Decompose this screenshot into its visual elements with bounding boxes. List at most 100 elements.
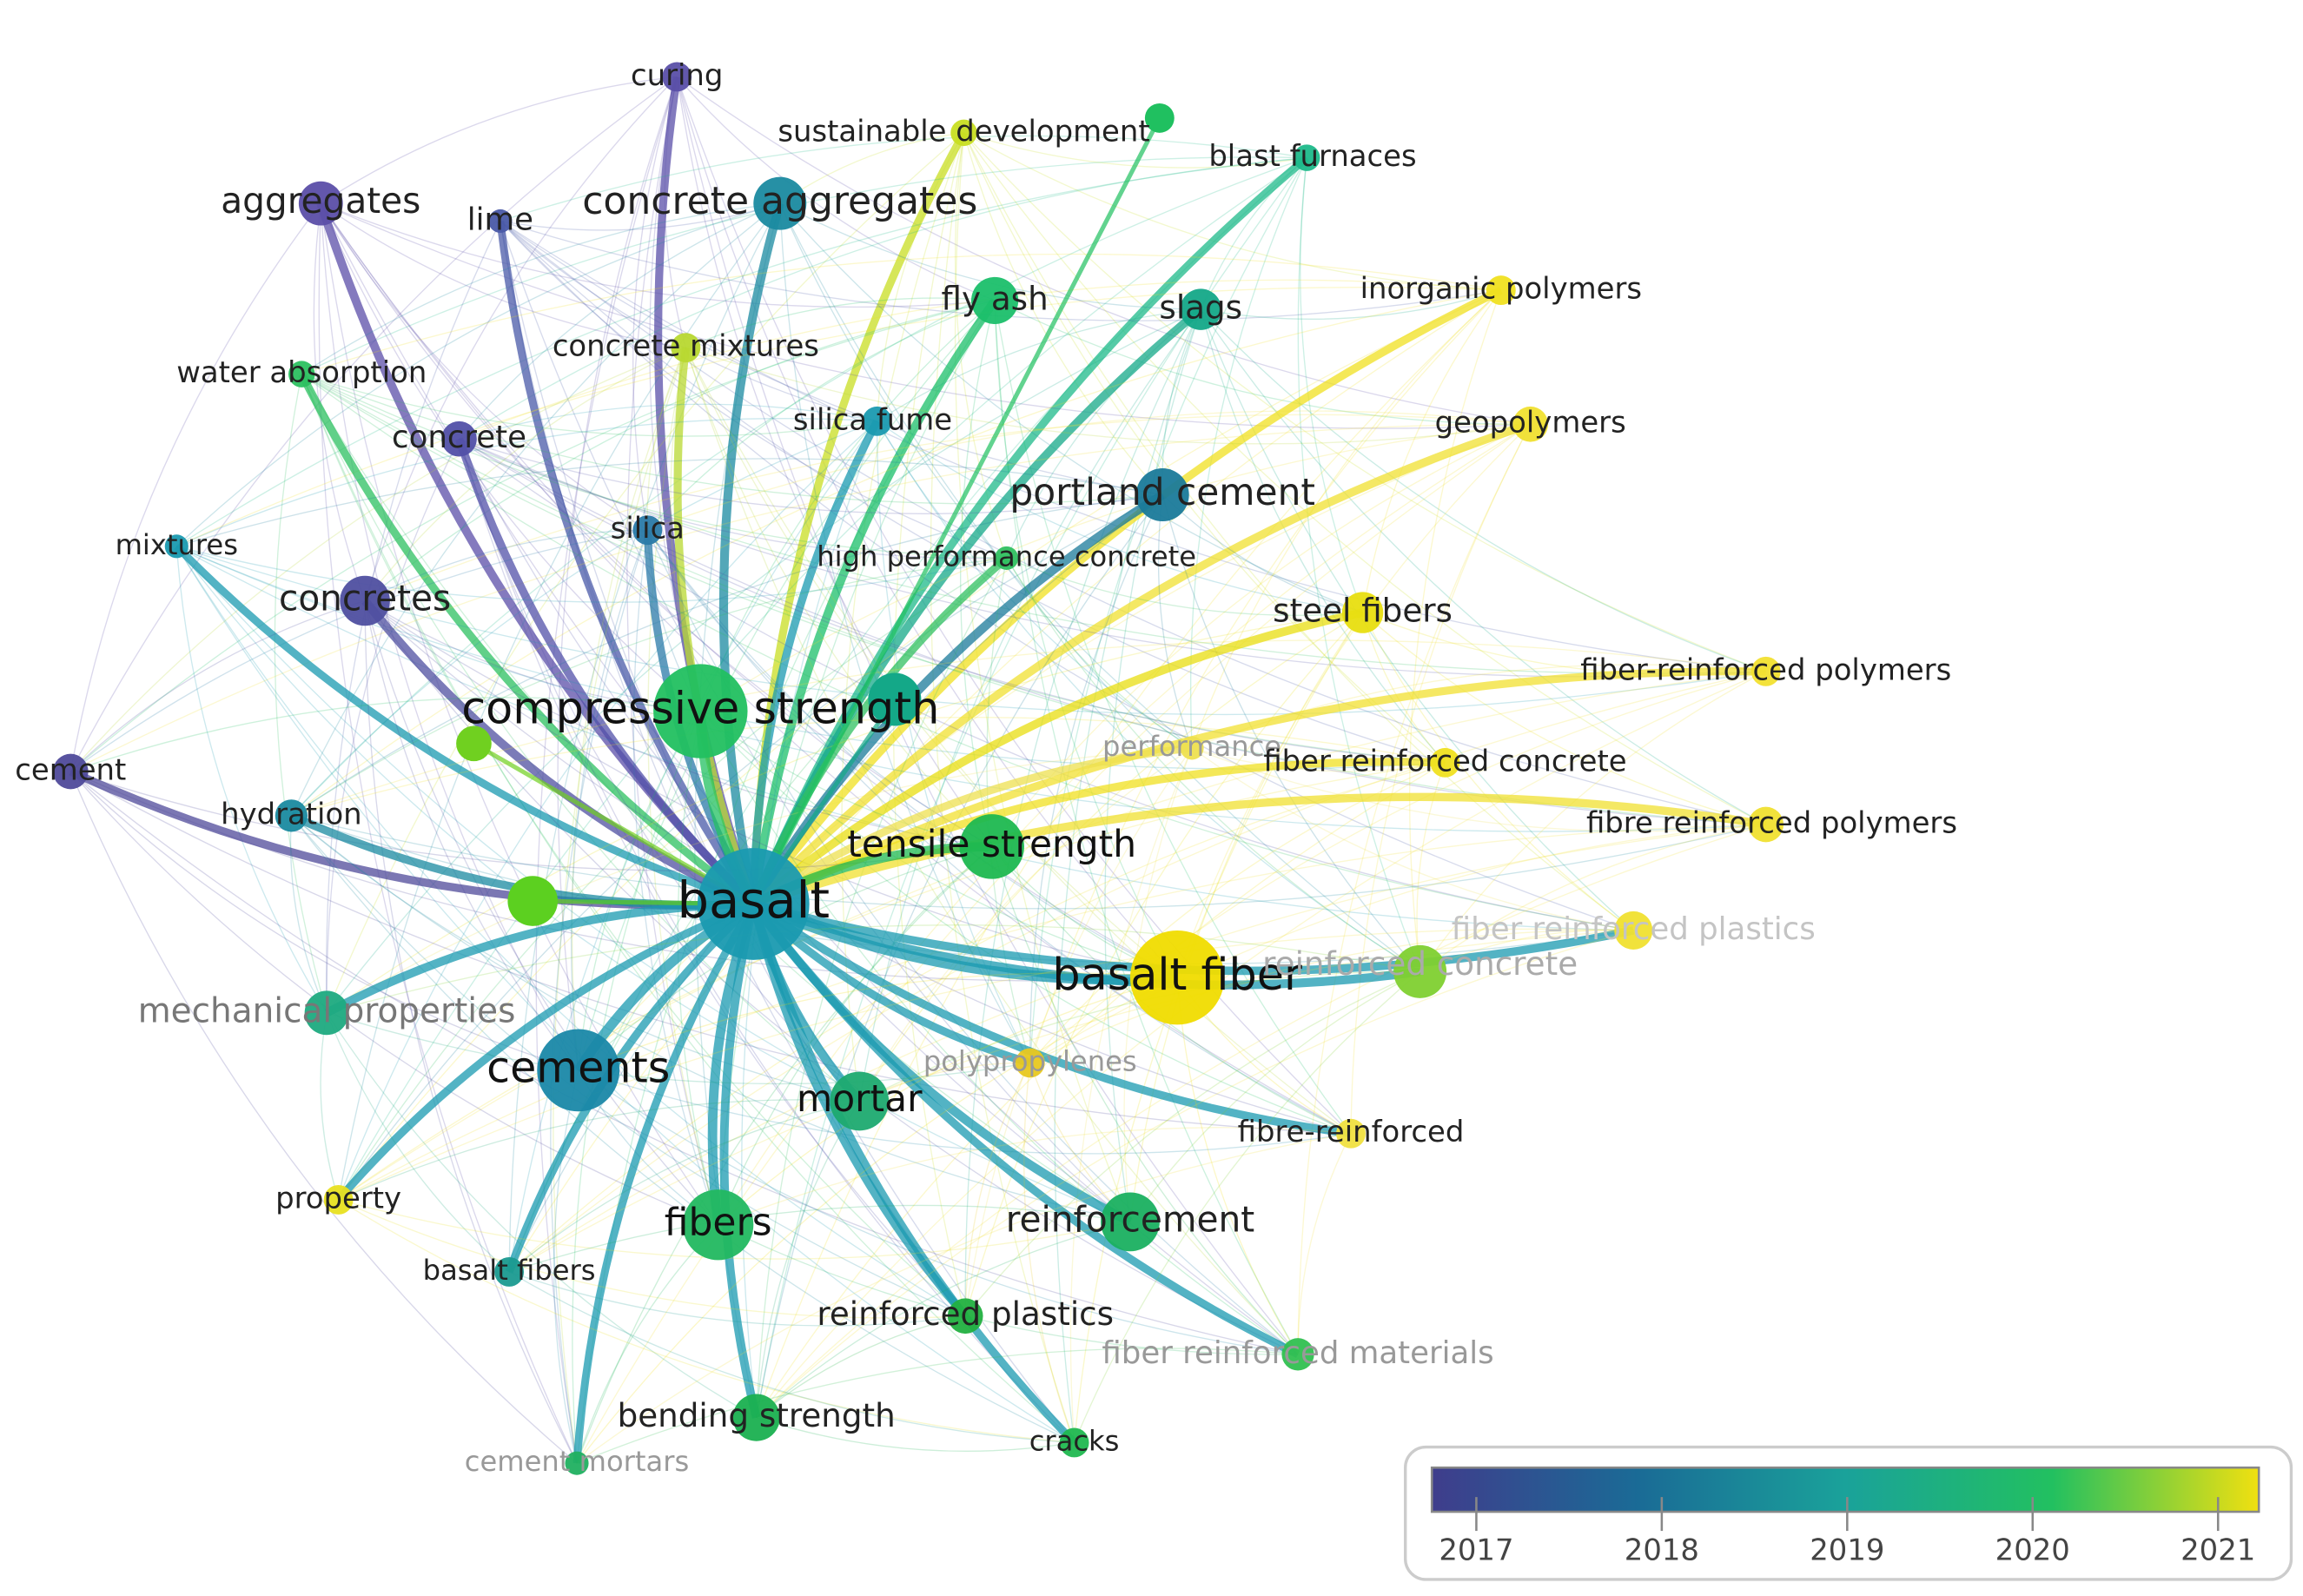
edge bbox=[1023, 1063, 1075, 1443]
edge bbox=[70, 423, 1531, 772]
edge bbox=[298, 372, 756, 908]
node bbox=[1341, 592, 1384, 633]
edge bbox=[685, 297, 996, 348]
edge bbox=[964, 1063, 1031, 1316]
edge bbox=[685, 347, 1531, 445]
edge bbox=[455, 437, 757, 907]
node bbox=[1101, 1192, 1160, 1252]
node-label: blast furnaces bbox=[1208, 139, 1416, 173]
edge bbox=[500, 221, 1634, 931]
edge bbox=[550, 529, 648, 1464]
edge bbox=[877, 421, 1363, 613]
edge bbox=[963, 132, 1767, 825]
edge bbox=[756, 1315, 966, 1419]
node bbox=[970, 276, 1019, 325]
edge bbox=[364, 529, 648, 602]
edge bbox=[756, 494, 1163, 1418]
node-label: mechanical properties bbox=[138, 991, 516, 1030]
edge bbox=[500, 220, 1766, 672]
edge bbox=[1200, 308, 1446, 764]
node bbox=[1015, 1048, 1045, 1078]
edge bbox=[779, 202, 1193, 749]
node-label: lime bbox=[467, 202, 533, 237]
edge bbox=[364, 76, 678, 601]
edge bbox=[175, 546, 328, 1014]
edge bbox=[320, 76, 678, 204]
edge bbox=[756, 1416, 1075, 1453]
node bbox=[52, 753, 89, 790]
edge bbox=[1416, 762, 1446, 972]
node-label: concrete mixtures bbox=[553, 329, 819, 363]
edge bbox=[1029, 929, 1634, 1064]
edge bbox=[301, 374, 1446, 764]
edge bbox=[578, 711, 701, 1070]
node-label: reinforcement bbox=[1006, 1198, 1255, 1240]
edge bbox=[1129, 612, 1364, 1222]
edges bbox=[69, 76, 1767, 1464]
edge bbox=[756, 289, 1502, 1418]
edge bbox=[994, 300, 1178, 978]
edge bbox=[364, 600, 578, 1464]
edge bbox=[632, 76, 678, 531]
edge bbox=[364, 599, 701, 712]
edge bbox=[320, 1012, 340, 1201]
edge bbox=[751, 667, 1766, 908]
edge bbox=[841, 132, 965, 1102]
edge bbox=[290, 157, 1307, 817]
node bbox=[1512, 406, 1549, 442]
edge bbox=[338, 928, 1634, 1201]
edge bbox=[291, 493, 1163, 817]
edge bbox=[361, 598, 756, 909]
edge bbox=[364, 300, 996, 602]
node-label: fibre reinforced polymers bbox=[1586, 805, 1957, 839]
edge bbox=[69, 771, 1299, 1355]
edge bbox=[1361, 289, 1502, 613]
edge bbox=[751, 899, 1421, 990]
edge bbox=[176, 546, 1007, 603]
edge bbox=[175, 546, 860, 1103]
edge bbox=[321, 202, 1531, 429]
edge bbox=[1176, 423, 1532, 978]
node bbox=[298, 181, 343, 226]
node-label: compressive strength bbox=[461, 683, 939, 734]
edge bbox=[326, 1012, 1030, 1085]
edge bbox=[676, 76, 996, 301]
node bbox=[304, 990, 349, 1036]
edge bbox=[508, 202, 781, 1272]
edge bbox=[1200, 308, 1767, 825]
edge bbox=[646, 529, 1178, 978]
node-label: polypropylenes bbox=[923, 1044, 1137, 1077]
edge bbox=[1029, 824, 1766, 1063]
node bbox=[995, 546, 1019, 570]
edge bbox=[632, 530, 719, 1225]
node-label: steel fibers bbox=[1273, 592, 1453, 630]
edge bbox=[557, 76, 678, 1070]
edge bbox=[364, 599, 1178, 978]
edge bbox=[320, 202, 1352, 1135]
edge bbox=[751, 744, 1193, 908]
edge bbox=[301, 374, 877, 437]
edge bbox=[749, 903, 1077, 1446]
edge bbox=[756, 930, 1634, 1419]
edge bbox=[324, 899, 754, 1017]
node bbox=[662, 62, 692, 92]
edge bbox=[646, 529, 1352, 1135]
edge bbox=[960, 300, 996, 847]
edge bbox=[576, 1348, 1299, 1464]
node bbox=[275, 799, 308, 832]
edge bbox=[1006, 558, 1193, 749]
edge bbox=[176, 546, 1766, 832]
edge bbox=[930, 132, 1075, 1443]
node-label: water absorption bbox=[176, 355, 427, 389]
edge bbox=[175, 202, 780, 547]
edge bbox=[176, 418, 877, 547]
edge bbox=[508, 671, 1766, 1273]
edge bbox=[1157, 494, 1193, 749]
edge bbox=[779, 202, 1421, 972]
edge bbox=[576, 1133, 1352, 1464]
edge bbox=[326, 132, 964, 1014]
edge bbox=[326, 1012, 510, 1273]
edge bbox=[576, 1224, 719, 1464]
edge bbox=[289, 815, 328, 1014]
edge bbox=[175, 546, 966, 1317]
